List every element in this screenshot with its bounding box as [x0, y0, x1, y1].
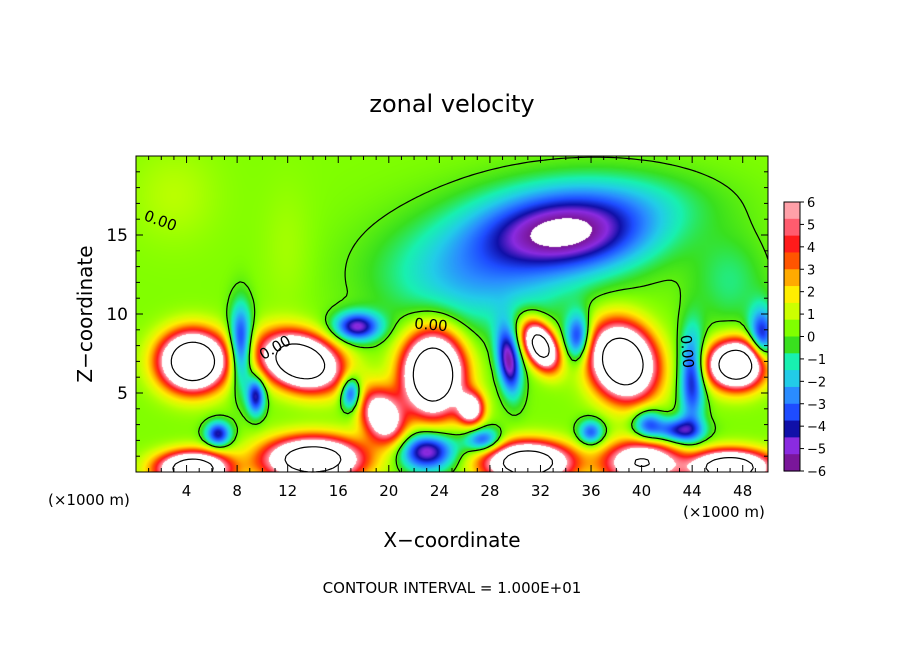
colorbar-swatch — [784, 353, 800, 371]
x-tick-label: 40 — [632, 482, 651, 500]
contour-line — [198, 156, 769, 473]
chart-title: zonal velocity — [369, 90, 534, 118]
colorbar-swatch — [784, 420, 800, 438]
x-tick-label: 36 — [581, 482, 600, 500]
x-tick-label: 20 — [379, 482, 398, 500]
y-tick-label: 5 — [117, 384, 128, 404]
contour-line — [170, 334, 754, 473]
colorbar-tick-label: 2 — [807, 286, 815, 301]
colorbar-swatch — [784, 202, 800, 220]
x-axis: 4 8 12 16 20 24 28 32 36 40 44 48 — [148, 156, 756, 500]
colorbar-tick-label: −5 — [807, 443, 826, 458]
y-tick-label: 10 — [106, 305, 128, 325]
x-units-right: (×1000 m) — [683, 503, 765, 521]
colorbar-swatch — [784, 286, 800, 304]
colorbar-swatch — [784, 370, 800, 388]
x-tick-label: 44 — [683, 482, 702, 500]
y-tick-label: 15 — [106, 226, 128, 246]
x-axis-label: X−coordinate — [383, 528, 520, 552]
x-units-left: (×1000 m) — [48, 491, 130, 509]
x-tick-label: 4 — [182, 482, 192, 500]
colorbar-tick-label: 0 — [807, 331, 815, 346]
colorbar-swatch — [784, 252, 800, 270]
x-tick-label: 16 — [329, 482, 348, 500]
colorbar-swatch — [784, 218, 800, 237]
colorbar: 6 5 4 3 2 1 0 −1 −2 −3 −4 −5 −6 — [783, 196, 826, 480]
colorbar-tick-label: 3 — [807, 263, 815, 278]
colorbar-tick-label: −2 — [807, 375, 826, 390]
x-tick-label: 12 — [278, 482, 297, 500]
colorbar-tick-label: 4 — [807, 241, 815, 256]
plot-area: 0.000.000.000.00 — [135, 155, 769, 473]
colorbar-tick-label: −1 — [807, 353, 826, 368]
colorbar-tick-label: −6 — [807, 465, 826, 480]
x-tick-label: 24 — [430, 482, 449, 500]
contour-lines — [170, 156, 769, 473]
y-axis: 5 10 15 — [106, 171, 768, 457]
colorbar-swatch — [784, 336, 800, 354]
colorbar-swatch — [784, 386, 800, 405]
x-tick-label: 8 — [232, 482, 242, 500]
colorbar-tick-label: −4 — [807, 420, 826, 435]
colorbar-swatch — [784, 302, 800, 321]
colorbar-tick-label: −3 — [807, 398, 826, 413]
x-tick-label: 32 — [531, 482, 550, 500]
contour-label: 0.00 — [414, 314, 449, 335]
zonal-velocity-field — [136, 156, 768, 472]
contour-interval-note: CONTOUR INTERVAL = 1.000E+01 — [323, 579, 582, 597]
colorbar-swatch — [784, 437, 800, 455]
y-axis-label: Z−coordinate — [73, 245, 97, 382]
colorbar-swatch — [784, 319, 800, 338]
colorbar-swatch — [784, 269, 800, 287]
colorbar-tick-label: 5 — [807, 218, 815, 233]
colorbar-swatch — [784, 454, 800, 472]
colorbar-tick-label: 6 — [807, 196, 815, 211]
colorbar-swatch — [784, 235, 800, 254]
contour-labels: 0.000.000.000.00 — [142, 207, 698, 369]
contour-label: 0.00 — [677, 334, 698, 369]
colorbar-tick-label: 1 — [807, 308, 815, 323]
colorbar-swatch — [784, 403, 800, 422]
x-tick-label: 28 — [480, 482, 499, 500]
x-tick-label: 48 — [733, 482, 752, 500]
